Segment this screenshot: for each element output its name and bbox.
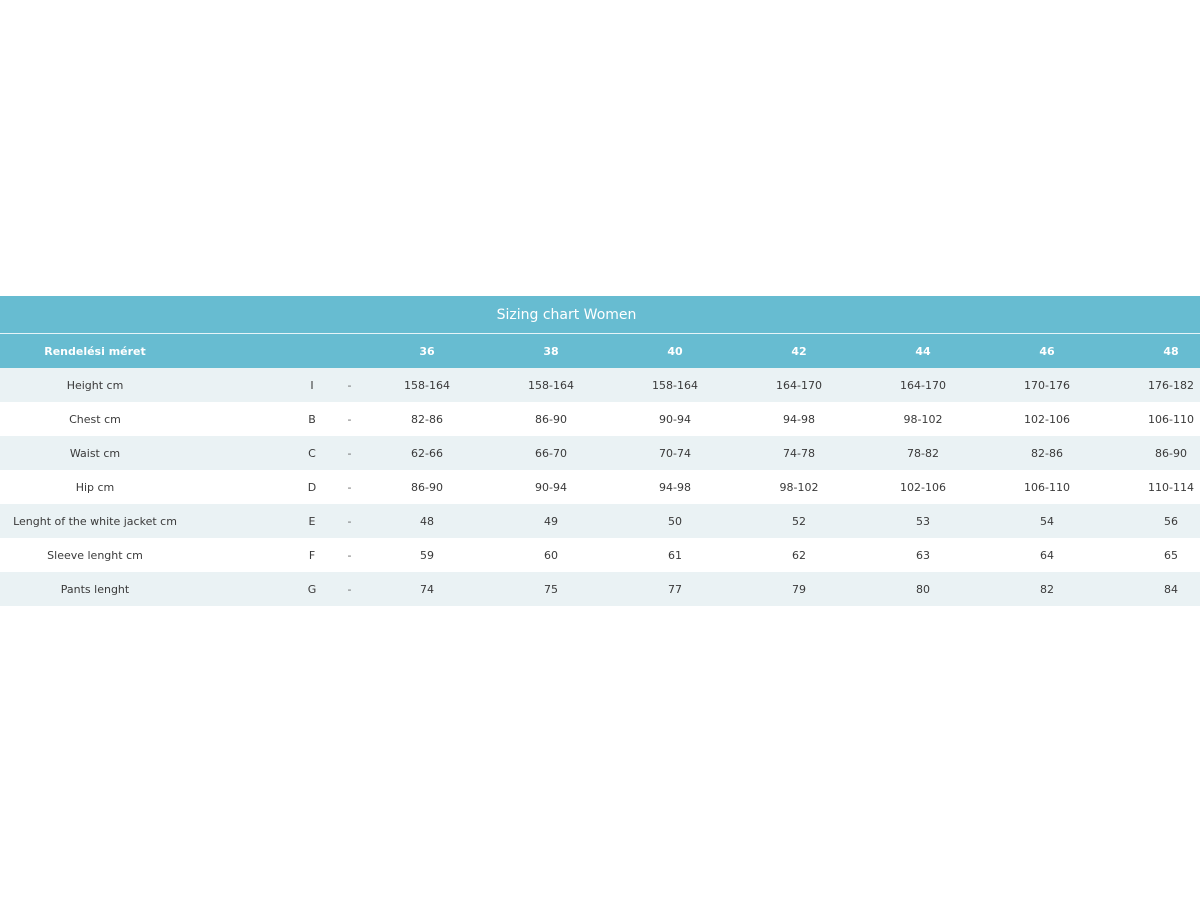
size-header: 42	[737, 333, 861, 368]
row-dash: -	[334, 368, 365, 402]
row-dash: -	[334, 572, 365, 606]
size-header: 38	[489, 333, 613, 368]
size-header: 44	[861, 333, 985, 368]
row-label: Hip cm	[75, 480, 115, 494]
header-row: Rendelési méret 36 38 40 42 44 46 48	[0, 333, 1200, 368]
size-value: 70-74	[613, 436, 737, 470]
spacer	[190, 402, 290, 436]
row-dash: -	[347, 548, 352, 562]
row-code: B	[308, 412, 316, 426]
size-value: 86-90	[411, 480, 443, 494]
row-label: Waist cm	[0, 436, 190, 470]
table-row: Sleeve lenght cm F - 59 60 61 62 63 64 65	[0, 538, 1200, 572]
table-row: Height cm I -158-164 158-164 158-164 164-170 1…	[0, 368, 1200, 402]
size-value: 106-110	[1148, 412, 1194, 426]
size-value: 65	[1164, 548, 1178, 562]
spacer	[190, 470, 290, 504]
size-value: 176-182	[1109, 368, 1200, 402]
size-value: 102-106	[1024, 412, 1070, 426]
size-value: 63	[916, 548, 930, 562]
size-value: 48	[365, 504, 489, 538]
size-value: 86-90	[535, 412, 567, 426]
row-label: Lenght of the white jacket cm	[0, 504, 190, 538]
size-value: 82	[985, 572, 1109, 606]
row-dash: -	[334, 436, 365, 470]
title-row: Sizing chart Women	[0, 296, 1200, 334]
size-value: 164-170	[737, 368, 861, 402]
size-value: 66-70	[489, 436, 613, 470]
size-header: 48	[1109, 333, 1200, 368]
size-value: 62-66	[365, 436, 489, 470]
size-value: 158-164	[365, 368, 489, 402]
table-row: Waist cm C -62-66 66-70 70-74 74-78 78-82 82-86…	[0, 436, 1200, 470]
row-code: I	[290, 368, 334, 402]
row-dash: -	[334, 504, 365, 538]
row-code: D	[307, 480, 317, 494]
row-code: G	[290, 572, 334, 606]
row-label: Height cm	[0, 368, 190, 402]
size-value: 80	[861, 572, 985, 606]
size-value: 60	[544, 548, 558, 562]
size-value: 50	[613, 504, 737, 538]
size-value: 59	[420, 548, 434, 562]
size-value: 82-86	[411, 412, 443, 426]
size-value: 106-110	[1024, 480, 1070, 494]
size-value: 86-90	[1109, 436, 1200, 470]
spacer	[190, 368, 290, 402]
size-header: 40	[613, 333, 737, 368]
spacer	[190, 504, 290, 538]
size-value: 78-82	[861, 436, 985, 470]
spacer	[190, 538, 290, 572]
size-value: 102-106	[900, 480, 946, 494]
row-code: C	[290, 436, 334, 470]
sizing-chart: Sizing chart Women Rendelési méret 36 38…	[0, 296, 1200, 606]
size-value: 94-98	[659, 480, 691, 494]
size-value: 90-94	[535, 480, 567, 494]
size-value: 82-86	[985, 436, 1109, 470]
size-header: 36	[365, 333, 489, 368]
row-code: F	[308, 548, 316, 562]
table-title: Sizing chart Women	[496, 306, 637, 323]
row-label: Chest cm	[69, 412, 121, 426]
size-value: 98-102	[779, 480, 819, 494]
size-value: 54	[985, 504, 1109, 538]
table-row: Pants lenght G -74 75 77 79 80 82 84	[0, 572, 1200, 606]
size-value: 158-164	[489, 368, 613, 402]
size-value: 84	[1109, 572, 1200, 606]
size-value: 53	[861, 504, 985, 538]
size-value: 90-94	[659, 412, 691, 426]
table-row: Lenght of the white jacket cm E -48 49 50 52 5…	[0, 504, 1200, 538]
size-value: 98-102	[903, 412, 943, 426]
size-value: 74-78	[737, 436, 861, 470]
size-value: 158-164	[613, 368, 737, 402]
size-header: 46	[985, 333, 1109, 368]
table-row: Chest cm B - 82-86 86-90 90-94 94-98 98-102 102-…	[0, 402, 1200, 436]
size-value: 64	[1040, 548, 1054, 562]
size-value: 74	[365, 572, 489, 606]
size-value: 164-170	[861, 368, 985, 402]
size-value: 62	[792, 548, 806, 562]
size-value: 170-176	[985, 368, 1109, 402]
size-value: 61	[668, 548, 682, 562]
size-value: 56	[1109, 504, 1200, 538]
size-value: 77	[613, 572, 737, 606]
spacer	[190, 436, 290, 470]
row-label: Pants lenght	[0, 572, 190, 606]
header-label: Rendelési méret	[0, 333, 190, 368]
row-dash: -	[347, 480, 352, 494]
sizing-table: Sizing chart Women Rendelési méret 36 38…	[0, 296, 1200, 606]
row-dash: -	[347, 412, 352, 426]
table-row: Hip cm D - 86-90 90-94 94-98 98-102 102-106 106-…	[0, 470, 1200, 504]
size-value: 110-114	[1148, 480, 1194, 494]
size-value: 94-98	[783, 412, 815, 426]
size-value: 79	[737, 572, 861, 606]
spacer	[190, 572, 290, 606]
size-value: 49	[489, 504, 613, 538]
row-code: E	[290, 504, 334, 538]
row-label: Sleeve lenght cm	[47, 548, 143, 562]
size-value: 52	[737, 504, 861, 538]
size-value: 75	[489, 572, 613, 606]
